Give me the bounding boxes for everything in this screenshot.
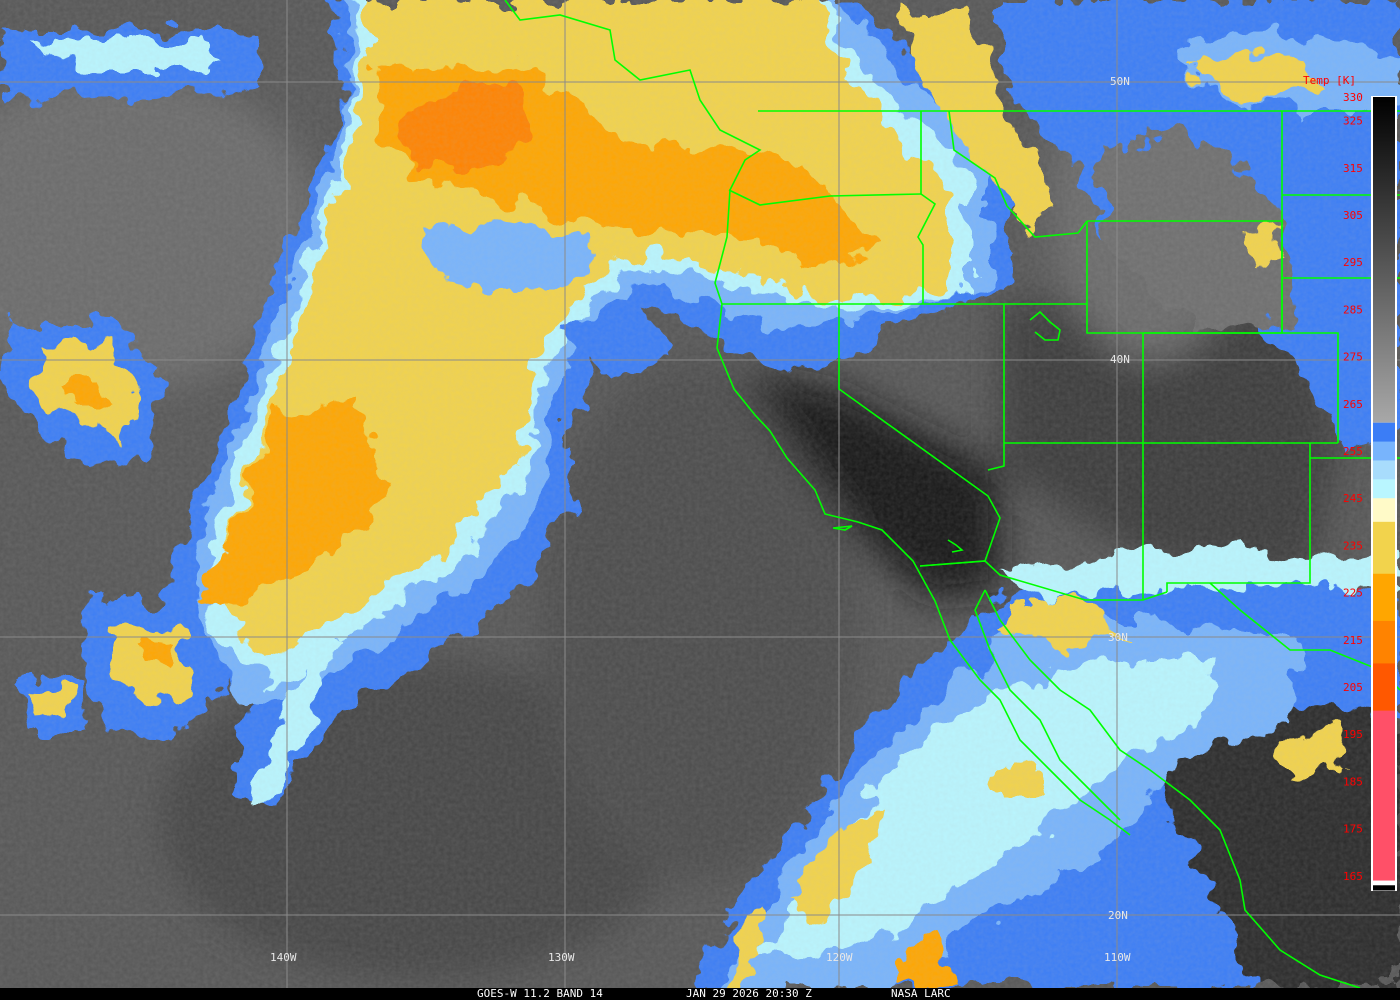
border-colorado <box>1143 332 1339 443</box>
coastline-baja-east <box>974 589 1121 821</box>
colorbar-tick-label: 235 <box>1343 539 1363 552</box>
colorbar-tick-label: 215 <box>1343 634 1363 647</box>
colorbar-band <box>1373 620 1395 664</box>
lon-label-110w: 110W <box>1104 951 1131 964</box>
colorbar-band <box>1373 573 1395 622</box>
grid-labels: 50N 40N 30N 20N 140W 130W 120W 110W <box>270 75 1131 964</box>
lon-label-130w: 130W <box>548 951 575 964</box>
colorbar-tick-label: 185 <box>1343 775 1363 788</box>
lat-label-20n: 20N <box>1108 909 1128 922</box>
colorbar-band <box>1373 460 1395 480</box>
channel-islands <box>832 525 853 531</box>
colorbar-band <box>1373 885 1395 891</box>
border-nv-east <box>987 304 1005 471</box>
colorbar-tick-label: 275 <box>1343 351 1363 364</box>
colorbar-title: Temp [K] <box>1303 74 1356 87</box>
lat-label-40n: 40N <box>1110 353 1130 366</box>
caption-datetime: JAN 29 2026 20:30 Z <box>686 987 812 1000</box>
caption-satellite-band: GOES-W 11.2 BAND 14 <box>477 987 603 1000</box>
colorbar-band <box>1373 422 1395 443</box>
colorbar-tick-label: 255 <box>1343 445 1363 458</box>
border-nm-east <box>1166 443 1311 592</box>
coastline-pacific <box>504 0 1131 836</box>
colorbar-tick-label: 175 <box>1343 823 1363 836</box>
colorbar-tick-label: 325 <box>1343 115 1363 128</box>
political-boundaries <box>504 0 1400 988</box>
lon-label-140w: 140W <box>270 951 297 964</box>
colorbar-band <box>1373 880 1395 886</box>
colorbar-tick-label: 315 <box>1343 162 1363 175</box>
temperature-colorbar: Temp [K] 330 325 315 305 295 285 275 265 255 245 2… <box>1303 74 1397 891</box>
colorbar-grayscale-segment <box>1373 97 1395 423</box>
salton-sea <box>947 539 964 553</box>
lat-label-50n: 50N <box>1110 75 1130 88</box>
colorbar-tick-label: 305 <box>1343 209 1363 222</box>
colorbar-tick-label: 225 <box>1343 587 1363 600</box>
lon-label-120w: 120W <box>826 951 853 964</box>
colorbar-tick-label: 245 <box>1343 492 1363 505</box>
colorbar-band <box>1373 663 1395 712</box>
colorbar-tick-label: 330 <box>1343 91 1363 104</box>
border-wa-or <box>728 189 922 206</box>
colorbar-tick-label: 265 <box>1343 398 1363 411</box>
coastline-gulf-of-california <box>984 589 1361 988</box>
border-us-mexico <box>919 560 1168 601</box>
image-caption-bar: GOES-W 11.2 BAND 14 JAN 29 2026 20:30 Z … <box>0 988 1400 1000</box>
colorbar-tick-label: 165 <box>1343 870 1363 883</box>
colorbar-tick-label: 285 <box>1343 303 1363 316</box>
border-id-west <box>917 111 937 304</box>
colorbar-band <box>1373 479 1395 499</box>
colorbar-band <box>1373 710 1395 882</box>
colorbar-band <box>1373 521 1395 575</box>
colorbar-tick-label: 205 <box>1343 681 1363 694</box>
colorbar-band <box>1373 498 1395 523</box>
colorbar-band <box>1373 441 1395 461</box>
lat-label-30n: 30N <box>1108 631 1128 644</box>
caption-credit: NASA LARC <box>891 987 951 1000</box>
border-id-mt <box>948 110 1088 238</box>
great-salt-lake <box>1029 310 1061 341</box>
colorbar-tick-label: 195 <box>1343 728 1363 741</box>
colorbar-tick-label: 295 <box>1343 256 1363 269</box>
